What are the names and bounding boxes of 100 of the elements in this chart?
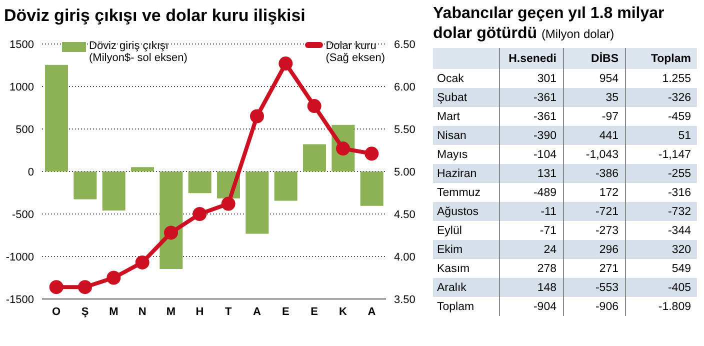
category-label: Mart	[437, 110, 460, 122]
text: 51	[678, 130, 691, 142]
x-tick-label: H	[196, 306, 204, 318]
text: 148	[537, 282, 556, 294]
bar	[246, 172, 269, 234]
bar	[131, 167, 154, 172]
x-tick-label: O	[52, 306, 62, 318]
legend-label: Döviz giriş çıkışı (Milyon$- sol eksen)	[89, 40, 188, 64]
text: -326	[668, 92, 691, 104]
category-label: Ekim	[437, 244, 463, 256]
text: -1,043	[586, 148, 618, 160]
point	[192, 207, 207, 221]
text: 271	[599, 262, 618, 274]
category-label: Toplam	[437, 300, 474, 312]
y-tick-label: 1500	[10, 38, 34, 51]
text: -11	[540, 206, 556, 218]
text: -97	[602, 110, 618, 122]
chart-title: Döviz giriş çıkışı ve dolar kuru ilişkisi	[4, 6, 306, 26]
text: -1.809	[658, 300, 691, 312]
category-label: Aralık	[437, 282, 466, 294]
point	[164, 226, 178, 240]
text: -386	[595, 168, 618, 180]
text: 35	[606, 92, 618, 104]
point	[250, 109, 264, 124]
y2-tick-label: 5.00	[394, 166, 416, 178]
bar	[274, 172, 298, 201]
category-label: Eylül	[437, 224, 462, 236]
x-tick-label: E	[282, 306, 290, 318]
category-label: Temmuz	[437, 186, 480, 198]
text: -316	[668, 186, 691, 198]
bar	[188, 172, 212, 194]
text: -273	[595, 224, 618, 236]
text: 278	[537, 262, 556, 274]
text: -405	[668, 282, 691, 294]
category-label: Kasım	[437, 262, 470, 274]
text: 24	[544, 244, 556, 256]
text: (Milyon dolar)	[541, 27, 614, 41]
text: -71	[540, 224, 556, 236]
point	[135, 255, 150, 270]
text: -104	[533, 148, 556, 160]
text: 954	[599, 72, 618, 84]
text: -255	[668, 168, 691, 180]
point	[278, 56, 293, 71]
y2-tick-label: 6.50	[394, 38, 416, 51]
text: -1,147	[658, 148, 691, 160]
bar	[45, 64, 68, 172]
legend-label: Dolar kuru (Sağ eksen)	[326, 40, 385, 64]
text: 296	[599, 244, 618, 256]
bar	[74, 172, 97, 200]
y-tick-label: 0	[28, 166, 34, 178]
y-tick-label: 1000	[10, 81, 34, 94]
category-label: Ocak	[437, 72, 464, 84]
x-tick-label: Ş	[81, 306, 89, 318]
category-label: Haziran	[437, 168, 477, 180]
category-label: Mayıs	[437, 148, 468, 160]
text: -553	[595, 282, 618, 294]
y2-tick-label: 4.50	[394, 208, 416, 221]
x-tick-label: A	[368, 306, 376, 318]
y-tick-label: -1500	[6, 294, 34, 306]
bar	[360, 172, 384, 206]
category-label: DİBS	[563, 48, 625, 69]
text: 549	[672, 262, 691, 274]
y2-tick-label: 4.00	[394, 251, 416, 264]
point	[78, 280, 92, 294]
bar	[102, 172, 126, 211]
text: -906	[595, 300, 618, 312]
x-tick-label: N	[138, 306, 146, 318]
x-tick-label: K	[339, 306, 348, 318]
text: 1.255	[662, 72, 691, 84]
text: 320	[672, 244, 691, 256]
y2-tick-label: 3.50	[394, 294, 416, 306]
x-tick-label: E	[310, 306, 318, 318]
bar	[303, 144, 326, 172]
text: -390	[533, 130, 556, 142]
text: -361	[533, 110, 556, 122]
text: -904	[533, 300, 556, 312]
text: -361	[533, 92, 556, 104]
text: 441	[599, 130, 618, 142]
text: 131	[537, 168, 556, 180]
text: -459	[668, 110, 691, 122]
text: 301	[537, 72, 556, 84]
point	[106, 270, 121, 285]
x-tick-label: A	[253, 306, 262, 318]
text: -721	[595, 206, 618, 218]
text: -489	[533, 186, 556, 198]
y-tick-label: 500	[16, 124, 34, 136]
point	[307, 99, 322, 114]
text: -732	[668, 206, 691, 218]
category-label: Nisan	[437, 130, 466, 142]
category-label: Ağustos	[437, 206, 479, 218]
point	[221, 196, 236, 211]
x-tick-label: M	[109, 306, 118, 318]
y2-tick-label: 5.50	[394, 124, 416, 136]
point	[364, 146, 379, 161]
y-tick-label: -1000	[6, 251, 34, 264]
y2-tick-label: 6.00	[394, 81, 416, 94]
y-tick-label: -500	[12, 208, 34, 221]
x-tick-label: M	[166, 306, 176, 318]
text: -344	[668, 224, 691, 236]
x-tick-label: T	[224, 306, 232, 318]
